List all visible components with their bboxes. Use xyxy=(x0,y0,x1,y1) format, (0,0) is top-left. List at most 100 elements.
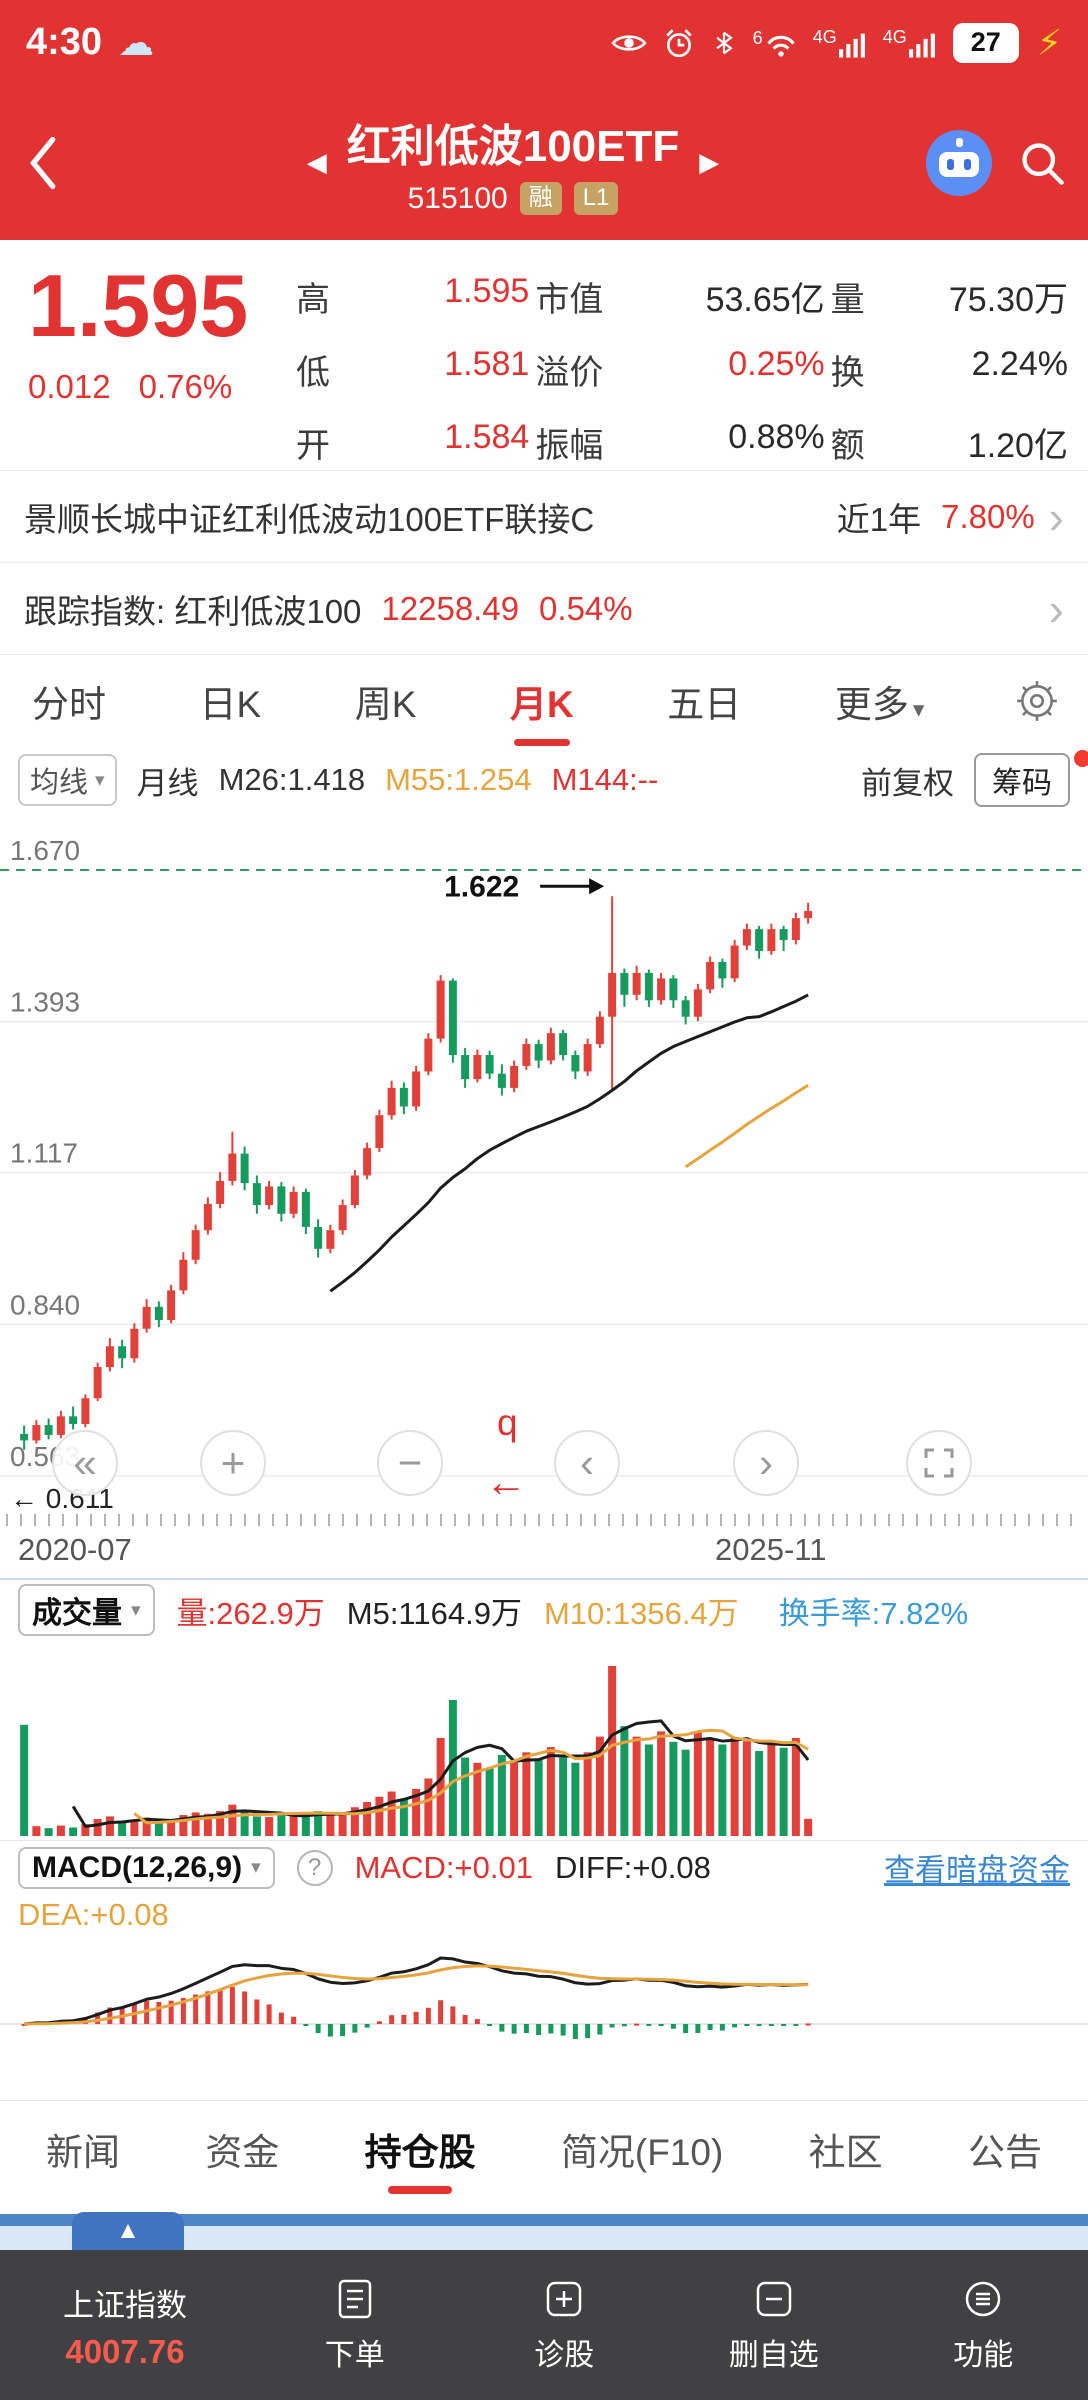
value-premium: 0.25% xyxy=(728,345,825,383)
fund-name: 景顺长城中证红利低波动100ETF联接C xyxy=(24,500,595,538)
pan-right-button[interactable]: › xyxy=(733,1430,799,1496)
macd-selector[interactable]: MACD(12,26,9) ▾ xyxy=(18,1846,275,1889)
price-change-pct: 0.76% xyxy=(138,368,233,406)
chart-settings-gear-icon[interactable] xyxy=(1014,678,1060,724)
volume-selector[interactable]: 成交量 ▾ xyxy=(18,1584,155,1636)
volume-value: 量:262.9万 xyxy=(176,1595,325,1631)
assistant-robot-icon[interactable] xyxy=(926,129,992,196)
index-pct: 0.54% xyxy=(539,589,633,627)
svg-text:1.622: 1.622 xyxy=(444,870,519,903)
clock: 4:30 xyxy=(26,21,103,63)
margin-badge: 融 xyxy=(519,182,562,215)
level-badge: L1 xyxy=(573,182,619,215)
label-mktcap: 市值 xyxy=(535,281,604,319)
current-price: 1.595 xyxy=(28,256,249,355)
value-amplitude: 0.88% xyxy=(728,418,825,456)
tab-news[interactable]: 新闻 xyxy=(46,2131,120,2173)
nav-functions[interactable]: 功能 xyxy=(879,2276,1088,2374)
dropdown-arrow-icon: ▾ xyxy=(95,769,105,791)
dropdown-arrow-icon: ▾ xyxy=(131,1599,141,1621)
tab-funds[interactable]: 资金 xyxy=(205,2131,280,2173)
tab-5day[interactable]: 五日 xyxy=(667,683,742,725)
zoom-out-button[interactable]: − xyxy=(377,1430,443,1496)
value-low: 1.581 xyxy=(444,345,530,383)
period-label: 月线 xyxy=(136,765,199,801)
tracking-index-row[interactable]: 跟踪指数: 红利低波100 12258.49 0.54% › xyxy=(0,562,1088,654)
label-premium: 溢价 xyxy=(535,354,604,392)
alarm-icon xyxy=(665,28,692,57)
fund-period-label: 近1年 xyxy=(836,500,922,538)
search-icon[interactable] xyxy=(1018,139,1066,187)
tab-profile-f10[interactable]: 简况(F10) xyxy=(560,2131,724,2173)
tab-community[interactable]: 社区 xyxy=(808,2131,883,2173)
value-amount: 1.20亿 xyxy=(967,427,1068,465)
order-list-icon xyxy=(338,2279,371,2319)
chevron-right-icon: › xyxy=(1048,490,1064,543)
content-tabs: 新闻 资金 持仓股 简况(F10) 社区 公告 xyxy=(0,2100,1088,2196)
dark-pool-link[interactable]: 查看暗盘资金 xyxy=(884,1853,1070,1888)
jump-start-button[interactable]: « xyxy=(52,1430,118,1496)
tab-monthly[interactable]: 月K xyxy=(506,652,578,750)
label-volume: 量 xyxy=(830,281,865,319)
label-low: 低 xyxy=(296,354,330,392)
dropdown-arrow-icon: ▾ xyxy=(912,695,925,722)
volume-ma5: M5:1164.9万 xyxy=(346,1595,522,1631)
macd-chart-svg[interactable] xyxy=(0,1936,1088,2100)
nav-index-block[interactable]: 上证指数 4007.76 xyxy=(0,2280,250,2371)
charging-icon: ⚡ xyxy=(1036,21,1062,63)
chart-toolbar: 均线 ▾ 月线 M26:1.418 M55:1.254 M144:-- 前复权 筹… xyxy=(0,746,1088,814)
tab-holdings[interactable]: 持仓股 xyxy=(363,2098,478,2200)
ma-selector[interactable]: 均线 ▾ xyxy=(18,754,117,806)
value-volume: 75.30万 xyxy=(948,281,1068,319)
weather-icon: ☁ xyxy=(118,21,155,63)
x-axis-start-label: 2020-07 xyxy=(18,1532,132,1567)
bottom-nav: ▲ 上证指数 4007.76 下单 诊股 删自选 功能 xyxy=(0,2212,1088,2400)
pan-left-button[interactable]: ‹ xyxy=(554,1430,620,1496)
content-gap xyxy=(0,2196,1088,2214)
linked-fund-row[interactable]: 景顺长城中证红利低波动100ETF联接C 近1年 7.80% › xyxy=(0,470,1088,562)
app-header: ◀ 红利低波100ETF 515100 融 L1 ▶ xyxy=(0,85,1088,240)
tab-fenshi[interactable]: 分时 xyxy=(32,683,106,725)
zoom-in-button[interactable]: + xyxy=(200,1430,266,1496)
tab-weekly[interactable]: 周K xyxy=(354,683,417,725)
adjust-mode-label[interactable]: 前复权 xyxy=(861,765,954,801)
diff-value: DIFF:+0.08 xyxy=(554,1849,711,1885)
chips-button[interactable]: 筹码 xyxy=(974,753,1070,807)
nav-place-order[interactable]: 下单 xyxy=(250,2276,460,2374)
volume-panel-header: 成交量 ▾ 量:262.9万 M5:1164.9万 M10:1356.4万 换手率… xyxy=(0,1578,1088,1640)
fullscreen-button[interactable] xyxy=(906,1430,972,1496)
plus-box-icon xyxy=(547,2281,582,2317)
menu-circle-icon xyxy=(966,2281,1001,2317)
axis-tick-marks xyxy=(6,1514,1082,1526)
nav-diagnose[interactable]: 诊股 xyxy=(460,2276,670,2374)
svg-text:1.393: 1.393 xyxy=(10,987,80,1018)
label-high: 高 xyxy=(296,281,330,319)
tab-more[interactable]: 更多 ▾ xyxy=(834,683,925,725)
candlestick-chart[interactable]: 1.670 1.393 1.117 0.840 0.563 1.622 ← 0.611 « … xyxy=(0,814,1088,1514)
signal-icon-2: 4G xyxy=(883,28,937,58)
volume-ma10: M10:1356.4万 xyxy=(543,1595,739,1631)
index-quote: 4007.76 xyxy=(65,2332,185,2370)
eye-icon xyxy=(611,34,647,51)
next-stock-icon[interactable]: ▶ xyxy=(699,147,720,177)
tab-announcements[interactable]: 公告 xyxy=(967,2131,1042,2173)
help-icon[interactable]: ? xyxy=(296,1849,333,1886)
wifi-icon: 6 xyxy=(753,29,797,57)
volume-chart-svg[interactable] xyxy=(0,1640,1088,1840)
back-button[interactable] xyxy=(22,131,100,195)
fund-return: 7.80% xyxy=(941,497,1035,535)
index-name: 上证指数 xyxy=(63,2287,187,2323)
x-axis-end-label: 2025-11 xyxy=(715,1532,827,1567)
price-change: 0.012 xyxy=(28,368,111,406)
svg-text:1.670: 1.670 xyxy=(10,835,80,866)
macd-panel-header: MACD(12,26,9) ▾ ? MACD:+0.01 DIFF:+0.08 查… xyxy=(0,1840,1088,1894)
value-turnover: 2.24% xyxy=(971,345,1068,383)
minus-box-icon xyxy=(756,2281,791,2317)
dea-value: DEA:+0.08 xyxy=(18,1897,169,1932)
nav-remove-watchlist[interactable]: 删自选 xyxy=(669,2276,879,2374)
index-pull-tab[interactable]: ▲ xyxy=(72,2212,184,2250)
tab-daily[interactable]: 日K xyxy=(199,683,262,725)
prev-stock-icon[interactable]: ◀ xyxy=(306,147,327,177)
